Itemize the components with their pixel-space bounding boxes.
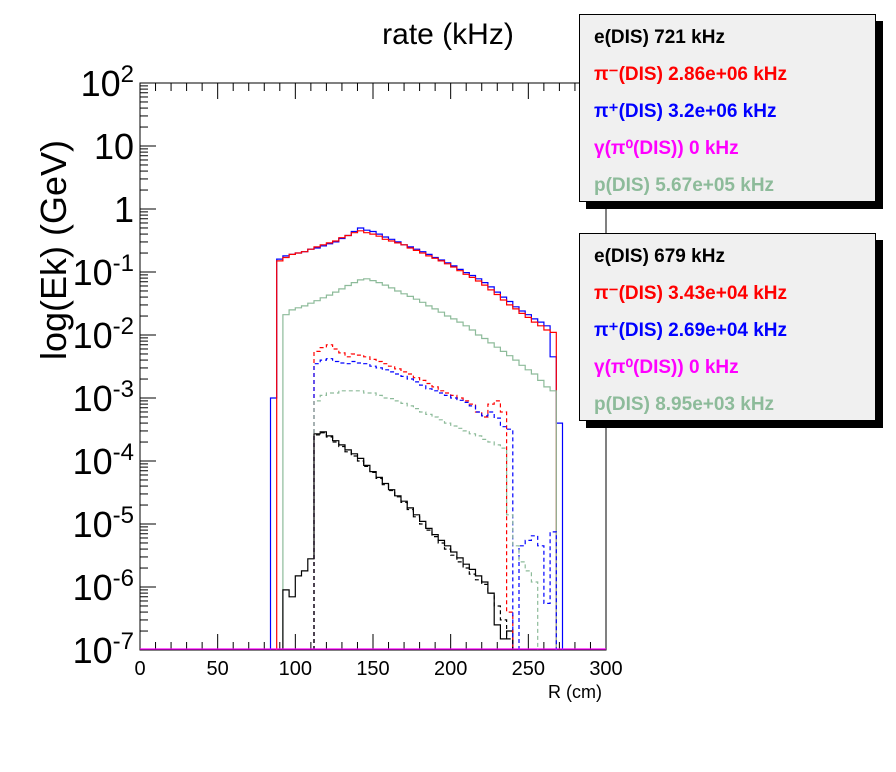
- series-line-2: [282, 278, 557, 650]
- y-tick-label: 10-1: [73, 250, 134, 293]
- y-tick-label: 10-7: [73, 628, 134, 671]
- x-tick-label: 200: [434, 658, 467, 680]
- y-tick-label: 10: [94, 126, 134, 167]
- series-line-4: [313, 344, 514, 650]
- legend-entry: π⁻(DIS) 2.86e+06 kHz: [594, 64, 788, 85]
- y-axis: 102 10 1 10-1 10-2 10-3 10-4 10-5 10-6 10-7: [73, 61, 156, 671]
- x-tick-label: 250: [512, 658, 545, 680]
- plot-frame: [139, 82, 607, 651]
- x-tick-label: 150: [356, 658, 389, 680]
- x-tick-label: 100: [279, 658, 312, 680]
- y-tick-label: 1: [114, 189, 134, 230]
- legend-entry: e(DIS) 679 kHz: [594, 246, 725, 267]
- series-layer: [140, 227, 606, 650]
- legend-entry: π⁺(DIS) 2.69e+04 kHz: [594, 320, 788, 341]
- y-axis-label: log(Ek) (GeV): [33, 140, 74, 360]
- legend-entry: e(DIS) 721 kHz: [594, 27, 725, 48]
- y-tick-label: 10-6: [73, 565, 134, 608]
- legend-box-bottom: e(DIS) 679 kHz π⁻(DIS) 3.43e+04 kHz π⁺(DIS…: [579, 233, 876, 421]
- x-tick-label: 50: [207, 658, 229, 680]
- legend-entry: p(DIS) 5.67e+05 kHz: [594, 175, 775, 196]
- series-line-1: [276, 230, 557, 650]
- series-line-0: [269, 227, 564, 650]
- series-line-5: [313, 358, 514, 650]
- legend-entry: p(DIS) 8.95e+03 kHz: [594, 394, 775, 415]
- chart-title: rate (kHz): [382, 18, 514, 51]
- y-tick-label: 10-4: [73, 439, 134, 482]
- series-line-6: [313, 390, 539, 650]
- legend-entry: γ(π⁰(DIS)) 0 kHz: [594, 138, 739, 159]
- x-axis: 0 50 100 150 200 250 300: [134, 83, 623, 680]
- y-tick-label: 10-3: [73, 376, 134, 419]
- legend-box-top: e(DIS) 721 kHz π⁻(DIS) 2.86e+06 kHz π⁺(DIS…: [579, 14, 876, 202]
- y-tick-label: 10-5: [73, 502, 134, 545]
- series-line-3: [282, 431, 514, 650]
- y-tick-label: 10-2: [73, 313, 134, 356]
- legend-entry: π⁻(DIS) 3.43e+04 kHz: [594, 283, 788, 304]
- series-line-7: [313, 432, 514, 650]
- legend-entry: π⁺(DIS) 3.2e+06 kHz: [594, 101, 777, 122]
- x-tick-label: 300: [589, 658, 622, 680]
- legend-entry: γ(π⁰(DIS)) 0 kHz: [594, 357, 739, 378]
- y-tick-label: 102: [81, 61, 134, 104]
- x-tick-label: 0: [134, 658, 145, 680]
- x-axis-label: R (cm): [548, 682, 602, 702]
